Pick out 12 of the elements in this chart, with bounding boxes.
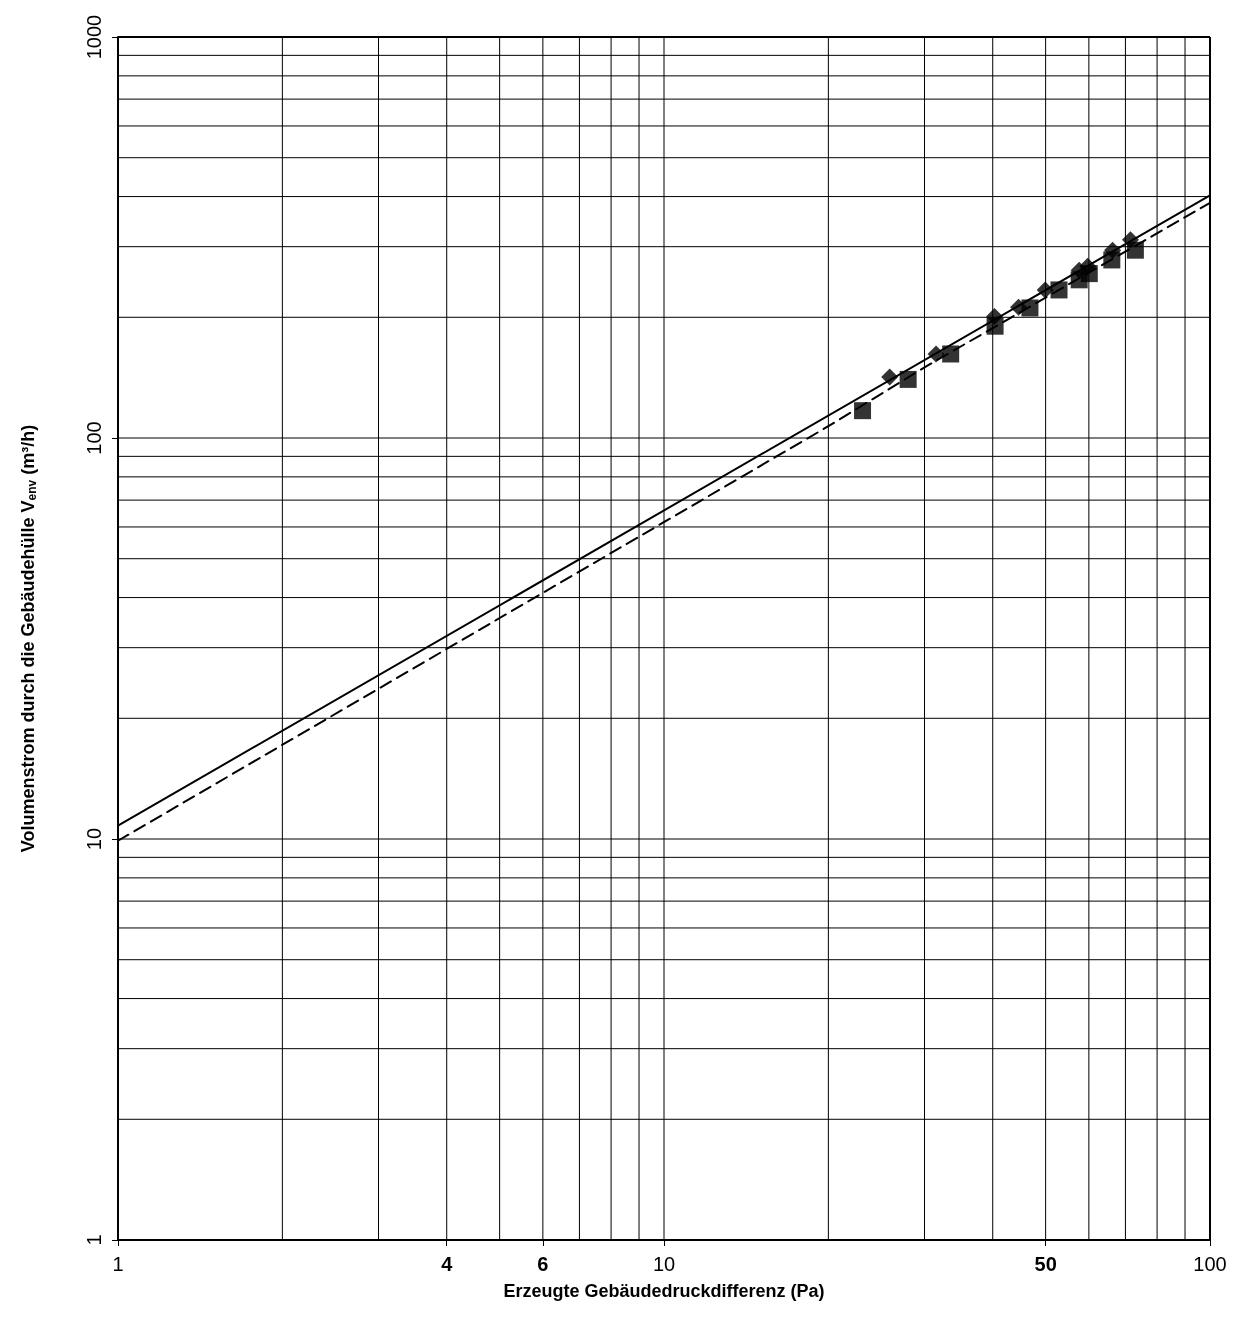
y-tick-label: 1	[83, 1234, 105, 1246]
x-axis-title: Erzeugte Gebäudedruckdifferenz (Pa)	[503, 1281, 825, 1301]
x-tick-label: 6	[537, 1253, 549, 1275]
x-tick-label: 10	[652, 1253, 676, 1275]
x-tick-label: 100	[1193, 1253, 1227, 1275]
x-tick-label: 4	[441, 1253, 454, 1275]
x-tick-label: 1	[112, 1253, 124, 1275]
y-tick-label: 100	[83, 421, 105, 455]
y-tick-label: 1000	[83, 14, 105, 60]
y-axis-title: Volumenstrom durch die Gebäudehülle Venv (m³/h)	[18, 424, 39, 853]
x-tick-label: 50	[1034, 1253, 1057, 1275]
y-tick-label: 10	[83, 827, 105, 851]
